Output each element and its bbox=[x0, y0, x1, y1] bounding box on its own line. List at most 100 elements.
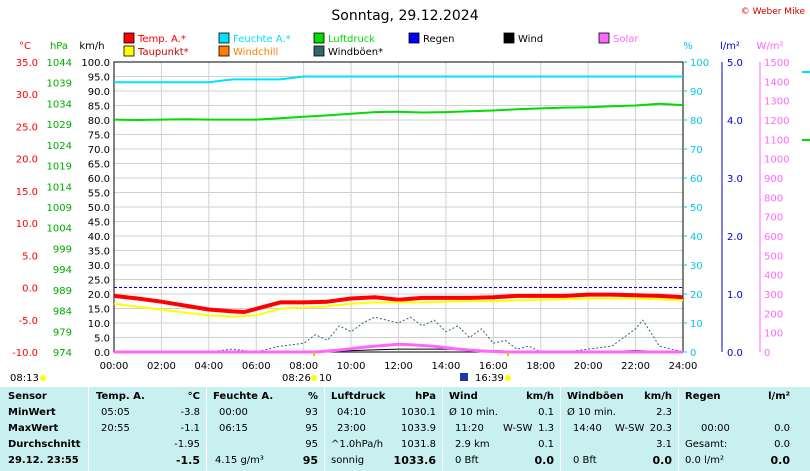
series-line bbox=[114, 75, 683, 84]
legend-label: Feuchte A.* bbox=[233, 34, 291, 45]
tick-label-wind: 90.0 bbox=[88, 87, 110, 98]
tick-label-wind: 10.0 bbox=[88, 319, 110, 330]
rain-column: Regen l/m² 00:00 0.0 Gesamt: 0.0 0.0 l/m… bbox=[678, 387, 796, 471]
humidity-min-time: 00:00 bbox=[219, 407, 248, 418]
legend-swatch bbox=[313, 32, 325, 44]
rain-max-time: 00:00 bbox=[701, 423, 730, 434]
sunset-time: 16:39 bbox=[475, 373, 504, 384]
gust-avg10: 2.3 bbox=[656, 407, 672, 418]
tick-label-solar: 400 bbox=[764, 271, 783, 282]
x-tick-label: 20:00 bbox=[574, 361, 603, 372]
stats-table: Sensor MinWert MaxWert Durchschnitt 29.1… bbox=[0, 387, 810, 471]
humidity-max: 95 bbox=[305, 423, 318, 434]
tick-label-temp: -5.0 bbox=[18, 316, 38, 327]
legend-label: Windchill bbox=[233, 47, 278, 58]
rain-total: 0.0 bbox=[774, 439, 790, 450]
tick-label-humidity: 80 bbox=[690, 116, 703, 127]
wind-column: Wind km/h Ø 10 min. 0.1 11:20 W-SW 1.3 2… bbox=[442, 387, 560, 471]
sensor-column: Sensor MinWert MaxWert Durchschnitt 29.1… bbox=[0, 387, 87, 471]
tick-label-temp: 0.0 bbox=[22, 284, 38, 295]
gust-max-direction: W-SW bbox=[615, 423, 645, 434]
tick-label-rain: 1.0 bbox=[727, 290, 743, 301]
tick-label-temp: 35.0 bbox=[16, 58, 38, 69]
gust-column: Windböen km/h Ø 10 min. 2.3 14:40 W-SW 2… bbox=[560, 387, 678, 471]
wind-max: 1.3 bbox=[538, 423, 554, 434]
sun-labels: 08:13 08:26 10 16:39 bbox=[10, 352, 511, 384]
tick-label-solar: 1300 bbox=[764, 97, 789, 108]
pressure-max-time: 23:00 bbox=[337, 423, 366, 434]
wind-current: 0.0 bbox=[534, 454, 555, 467]
wind-avg: 0.1 bbox=[538, 439, 554, 450]
header-pressure: Luftdruck bbox=[331, 391, 386, 402]
tick-label-solar: 100 bbox=[764, 329, 783, 340]
gust-current: 0.0 bbox=[652, 454, 673, 467]
tick-label-pressure: 989 bbox=[53, 286, 72, 297]
legend-label: Temp. A.* bbox=[137, 34, 186, 45]
axis-header-temp: °C bbox=[19, 41, 31, 52]
tick-label-pressure: 1009 bbox=[47, 203, 72, 214]
legend-label: Wind bbox=[518, 34, 543, 45]
tick-label-solar: 1000 bbox=[764, 155, 789, 166]
humidity-max-time: 06:15 bbox=[219, 423, 248, 434]
tick-label-pressure: 1024 bbox=[47, 141, 72, 152]
header-humidity: Feuchte A. bbox=[213, 391, 274, 402]
series-line bbox=[114, 342, 683, 354]
x-tick-label: 02:00 bbox=[147, 361, 176, 372]
temp-current: -1.5 bbox=[175, 454, 200, 467]
legend-label: Windböen* bbox=[328, 47, 383, 58]
tick-label-wind: 60.0 bbox=[88, 174, 110, 185]
tick-label-solar: 200 bbox=[764, 309, 783, 320]
pressure-min-time: 04:10 bbox=[337, 407, 366, 418]
tick-label-solar: 600 bbox=[764, 232, 783, 243]
midday-time: 08:26 bbox=[282, 373, 311, 384]
tick-label-solar: 1200 bbox=[764, 116, 789, 127]
axis-headers: °C hPa km/h% l/m² W/m² bbox=[19, 41, 784, 52]
tick-label-solar: 500 bbox=[764, 251, 783, 262]
copyright-label: © Weber Mike bbox=[741, 7, 806, 17]
series-line bbox=[113, 292, 684, 314]
pressure-forecast: sonnig bbox=[331, 455, 365, 466]
header-pressure-unit: hPa bbox=[415, 391, 436, 402]
tick-label-humidity: 10 bbox=[690, 319, 703, 330]
wind-avg10: 0.1 bbox=[538, 407, 554, 418]
tick-label-pressure: 1019 bbox=[47, 162, 72, 173]
header-wind-unit: km/h bbox=[526, 391, 554, 402]
legend-label: Luftdruck bbox=[328, 34, 375, 45]
temp-min: -3.8 bbox=[180, 407, 200, 418]
tick-label-pressure: 1029 bbox=[47, 120, 72, 131]
tick-label-wind: 0.0 bbox=[94, 348, 110, 359]
series-line bbox=[114, 316, 684, 353]
tick-label-rain: 0.0 bbox=[727, 348, 743, 359]
x-tick-label: 16:00 bbox=[479, 361, 508, 372]
axis-header-pressure: hPa bbox=[50, 41, 68, 52]
row-label-max: MaxWert bbox=[8, 423, 59, 434]
sunrise-time: 08:13 bbox=[10, 373, 39, 384]
tick-label-wind: 55.0 bbox=[88, 189, 110, 200]
plot-series bbox=[113, 71, 810, 354]
pressure-min: 1030.1 bbox=[401, 407, 436, 418]
header-sensor: Sensor bbox=[8, 391, 47, 402]
tick-label-humidity: 30 bbox=[690, 261, 703, 272]
tick-label-humidity: 50 bbox=[690, 203, 703, 214]
tick-label-wind: 80.0 bbox=[88, 116, 110, 127]
tick-label-pressure: 1034 bbox=[47, 99, 72, 110]
legend-label: Taupunkt* bbox=[137, 47, 189, 58]
sunrise-icon bbox=[40, 375, 46, 381]
tick-label-pressure: 974 bbox=[53, 348, 72, 359]
series-line bbox=[113, 102, 684, 121]
tick-label-humidity: 20 bbox=[690, 290, 703, 301]
header-temp-unit: °C bbox=[187, 391, 200, 402]
tick-label-temp: 30.0 bbox=[16, 90, 38, 101]
x-tick-label: 06:00 bbox=[242, 361, 271, 372]
tick-label-humidity: 70 bbox=[690, 145, 703, 156]
gust-max-time: 14:40 bbox=[573, 423, 602, 434]
header-wind: Wind bbox=[449, 391, 478, 402]
tick-label-solar: 700 bbox=[764, 213, 783, 224]
x-tick-label: 22:00 bbox=[621, 361, 650, 372]
tick-label-solar: 900 bbox=[764, 174, 783, 185]
x-tick-label: 12:00 bbox=[384, 361, 413, 372]
temp-max: -1.1 bbox=[180, 423, 200, 434]
gust-beaufort: 0 Bft bbox=[573, 455, 597, 466]
temp-min-time: 05:05 bbox=[101, 407, 130, 418]
wind-avg10-label: Ø 10 min. bbox=[449, 407, 498, 418]
